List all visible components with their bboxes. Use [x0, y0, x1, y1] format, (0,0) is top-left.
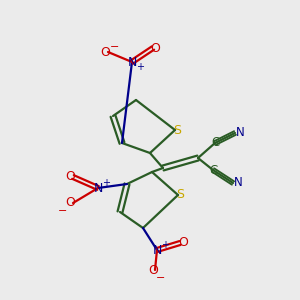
Text: N: N	[127, 56, 137, 68]
Text: −: −	[58, 206, 68, 216]
Text: +: +	[136, 62, 144, 72]
Text: −: −	[156, 273, 166, 283]
Text: +: +	[161, 240, 169, 250]
Text: O: O	[178, 236, 188, 250]
Text: C: C	[211, 136, 219, 149]
Text: S: S	[176, 188, 184, 202]
Text: O: O	[148, 263, 158, 277]
Text: O: O	[65, 196, 75, 209]
Text: O: O	[65, 170, 75, 184]
Text: O: O	[100, 46, 110, 59]
Text: S: S	[173, 124, 181, 136]
Text: N: N	[234, 176, 242, 190]
Text: N: N	[236, 127, 244, 140]
Text: O: O	[150, 41, 160, 55]
Text: −: −	[110, 42, 120, 52]
Text: N: N	[93, 182, 103, 194]
Text: +: +	[102, 178, 110, 188]
Text: C: C	[209, 164, 217, 176]
Text: N: N	[152, 244, 162, 256]
